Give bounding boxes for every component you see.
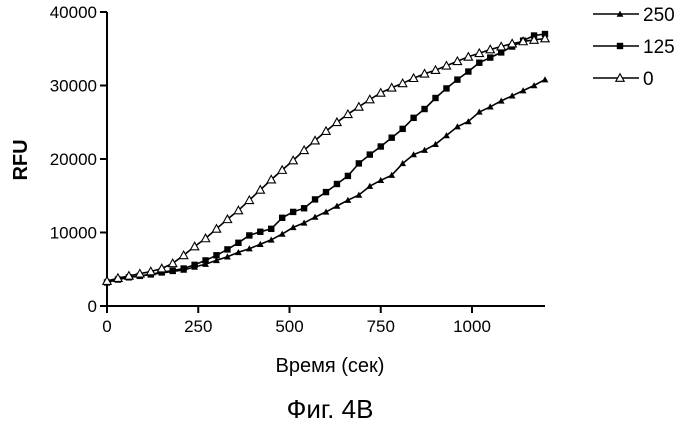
x-tick-label: 1000 (453, 317, 491, 336)
x-axis-title: Время (сек) (276, 355, 385, 377)
chart-axes: 0 10000 20000 30000 40000 0 250 500 750 1000 (50, 3, 545, 336)
series-125 (104, 31, 548, 286)
data-point (213, 252, 219, 258)
data-point (191, 262, 197, 268)
data-point (323, 189, 329, 195)
y-tick-label: 40000 (50, 3, 97, 22)
legend-label: 250 (643, 5, 675, 26)
data-point (257, 229, 263, 235)
x-tick-label: 500 (275, 317, 303, 336)
data-point (389, 134, 395, 140)
data-point (421, 106, 427, 112)
data-point (323, 209, 330, 215)
data-point (465, 68, 471, 74)
series-line-125 (107, 34, 545, 282)
legend-marker (617, 43, 623, 49)
data-point (224, 246, 230, 252)
data-point (235, 240, 241, 246)
x-tick-label: 250 (184, 317, 212, 336)
y-tick-label: 20000 (50, 150, 97, 169)
data-point (398, 79, 406, 87)
legend-item-0: 0 (593, 69, 654, 90)
data-point (356, 160, 362, 166)
data-point (268, 226, 274, 232)
series-250 (104, 76, 549, 284)
y-tick-label: 10000 (50, 224, 97, 243)
y-tick-label: 0 (88, 297, 97, 316)
series-line-0 (107, 39, 545, 282)
y-tick-label: 30000 (50, 77, 97, 96)
data-point (312, 196, 318, 202)
data-point (246, 232, 252, 238)
figure-caption: Фиг. 4В (287, 394, 374, 424)
data-point (487, 103, 494, 109)
data-point (344, 110, 352, 118)
legend-label: 125 (643, 37, 675, 58)
data-point (202, 257, 208, 263)
data-point (542, 76, 549, 82)
data-point (367, 151, 373, 157)
legend: 250 125 0 (593, 5, 675, 90)
data-point (399, 126, 405, 132)
data-point (487, 54, 493, 60)
data-point (355, 103, 363, 111)
data-point (170, 268, 176, 274)
data-point (410, 115, 416, 121)
data-point (279, 231, 286, 237)
legend-item-125: 125 (593, 37, 675, 58)
data-point (268, 236, 275, 242)
data-point (180, 265, 186, 271)
x-tick-label: 750 (367, 317, 395, 336)
series-0 (103, 34, 549, 284)
data-point (377, 89, 385, 97)
data-point (378, 143, 384, 149)
y-axis-title: RFU (10, 139, 32, 180)
data-point (301, 220, 308, 226)
legend-item-250: 250 (593, 5, 675, 26)
data-point (158, 264, 166, 272)
data-point (279, 215, 285, 221)
data-point (345, 173, 351, 179)
data-point (531, 82, 538, 88)
data-point (334, 203, 341, 209)
data-point (476, 60, 482, 66)
data-point (454, 76, 460, 82)
data-point (334, 181, 340, 187)
data-point (290, 209, 296, 215)
data-point (366, 183, 373, 189)
data-point (432, 95, 438, 101)
legend-label: 0 (643, 69, 654, 90)
series-layer (103, 31, 549, 286)
data-point (443, 85, 449, 91)
x-tick-label: 0 (102, 317, 111, 336)
data-point (366, 95, 374, 103)
data-point (301, 205, 307, 211)
